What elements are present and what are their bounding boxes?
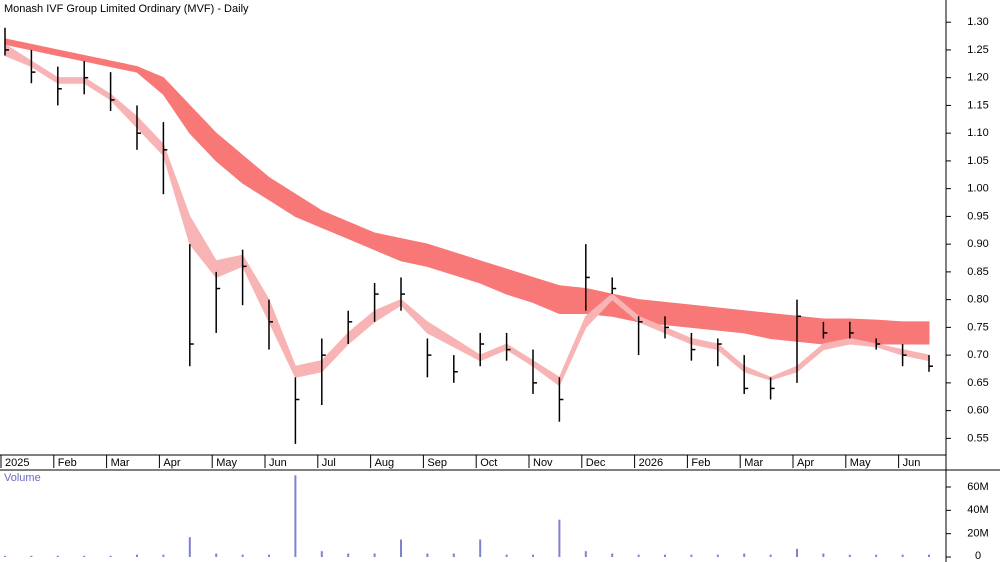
volume-bar (505, 554, 508, 557)
volume-bar (426, 553, 429, 557)
x-tick-label: Dec (586, 457, 606, 469)
volume-bar (901, 554, 904, 557)
x-tick-label: Jul (322, 457, 336, 469)
y-tick-label: 0.75 (967, 321, 988, 333)
volume-bar (188, 537, 191, 557)
volume-bar (558, 519, 561, 557)
x-tick-label: Aug (375, 457, 395, 469)
volume-bar (479, 539, 482, 557)
volume-bar (4, 555, 6, 557)
volume-bar (716, 554, 719, 557)
x-tick-label: Sep (427, 457, 447, 469)
x-tick-label: Mar (111, 457, 130, 469)
volume-bar (373, 553, 376, 557)
volume-bar (30, 555, 33, 557)
y-tick-label: 40M (967, 504, 988, 516)
x-tick-label: 2025 (5, 457, 29, 469)
volume-bar (320, 551, 323, 557)
chart-title: Monash IVF Group Limited Ordinary (MVF) … (4, 3, 249, 15)
volume-bar (83, 555, 86, 557)
y-tick-label: 0.85 (967, 266, 988, 278)
volume-title: Volume (4, 472, 41, 484)
y-tick-label: 20M (967, 528, 988, 540)
volume-bar (136, 554, 138, 557)
volume-bar (822, 553, 825, 557)
volume-bar (796, 548, 798, 557)
y-tick-label: 0.90 (967, 238, 988, 250)
volume-bar (452, 553, 455, 557)
y-tick-label: 1.00 (967, 183, 988, 195)
x-tick-label: Jun (269, 457, 287, 469)
volume-bar (347, 553, 350, 557)
y-tick-label: 0.60 (967, 405, 988, 417)
x-tick-label: May (216, 457, 237, 469)
volume-bar (611, 553, 614, 557)
y-tick-label: 0.65 (967, 377, 988, 389)
volume-bar (162, 554, 165, 557)
y-tick-label: 1.05 (967, 155, 988, 167)
volume-bar (875, 554, 878, 557)
y-tick-label: 1.25 (967, 44, 988, 56)
volume-bar (56, 555, 59, 557)
volume-bar (241, 554, 244, 557)
volume-bar (109, 555, 112, 557)
volume-bar (743, 553, 746, 557)
y-tick-label: 1.30 (967, 16, 988, 28)
x-tick-label: Feb (58, 457, 77, 469)
y-tick-label: 0.95 (967, 210, 988, 222)
y-tick-label: 1.10 (967, 127, 988, 139)
y-tick-label: 0.55 (967, 432, 988, 444)
volume-bar (294, 475, 297, 557)
volume-bar (400, 539, 402, 557)
x-tick-label: Apr (163, 457, 180, 469)
y-tick-label: 60M (967, 481, 988, 493)
x-tick-label: Nov (533, 457, 553, 469)
volume-bar (532, 554, 534, 557)
volume-bar (664, 554, 666, 557)
x-tick-label: May (850, 457, 871, 469)
volume-bar (848, 554, 851, 557)
volume-bar (769, 554, 772, 557)
volume-bar (637, 554, 640, 557)
y-tick-label: 0 (975, 550, 981, 562)
x-tick-label: Jun (903, 457, 921, 469)
y-tick-label: 0.80 (967, 294, 988, 306)
volume-bar (584, 551, 587, 557)
y-tick-label: 0.70 (967, 349, 988, 361)
x-tick-label: 2026 (639, 457, 663, 469)
volume-bar (690, 554, 693, 557)
volume-bar (928, 554, 930, 557)
x-tick-label: Feb (691, 457, 710, 469)
x-tick-label: Apr (797, 457, 814, 469)
x-tick-label: Oct (480, 457, 497, 469)
volume-bar (268, 554, 270, 557)
band (4, 38, 930, 345)
y-tick-label: 1.15 (967, 99, 988, 111)
volume-bar (215, 553, 218, 557)
x-tick-label: Mar (744, 457, 763, 469)
y-tick-label: 1.20 (967, 72, 988, 84)
